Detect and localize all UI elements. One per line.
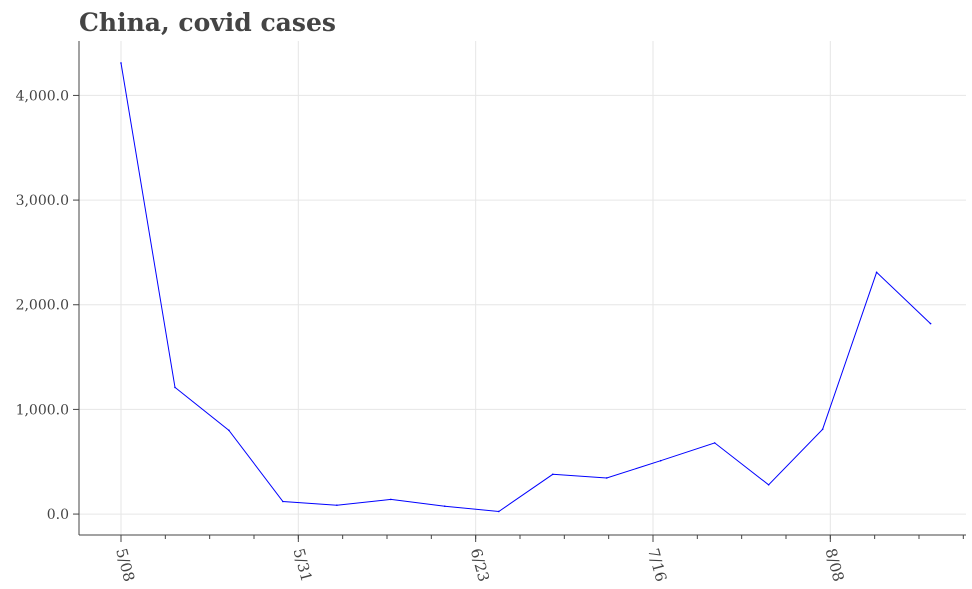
data-point xyxy=(282,500,284,503)
grid-lines xyxy=(79,41,966,535)
y-tick-label: 2,000.0 xyxy=(16,298,69,314)
y-axis-ticks: 0.0 1,000.0 2,000.0 3,000.0 4,000.0 xyxy=(16,88,79,523)
data-point xyxy=(174,386,176,389)
x-tick-label: 6/23 xyxy=(467,546,493,583)
data-point xyxy=(336,504,338,506)
data-point xyxy=(767,483,770,486)
y-tick-label: 3,000.0 xyxy=(16,193,69,209)
series-line xyxy=(120,62,931,513)
x-tick-label: 8/08 xyxy=(821,546,847,583)
data-point xyxy=(497,510,500,513)
data-point xyxy=(444,505,446,508)
data-point xyxy=(551,473,554,476)
series-layer xyxy=(120,62,932,513)
y-tick-label: 4,000.0 xyxy=(16,88,69,104)
data-point xyxy=(659,459,662,462)
data-point xyxy=(390,498,392,501)
x-tick-label: 7/16 xyxy=(644,546,670,583)
data-point xyxy=(120,62,122,64)
data-point xyxy=(929,322,932,325)
axes xyxy=(78,41,966,536)
data-point xyxy=(875,271,878,274)
data-point xyxy=(605,477,608,479)
data-point xyxy=(713,442,716,444)
x-axis-ticks: 5/08 5/31 6/23 7/16 8/08 xyxy=(112,535,964,584)
y-tick-label: 1,000.0 xyxy=(16,402,69,418)
data-point xyxy=(821,428,824,431)
x-tick-label: 5/31 xyxy=(289,546,315,583)
y-tick-label: 0.0 xyxy=(47,507,69,523)
chart-title: China, covid cases xyxy=(79,8,336,37)
x-tick-label: 5/08 xyxy=(112,546,138,583)
data-point xyxy=(228,429,230,432)
